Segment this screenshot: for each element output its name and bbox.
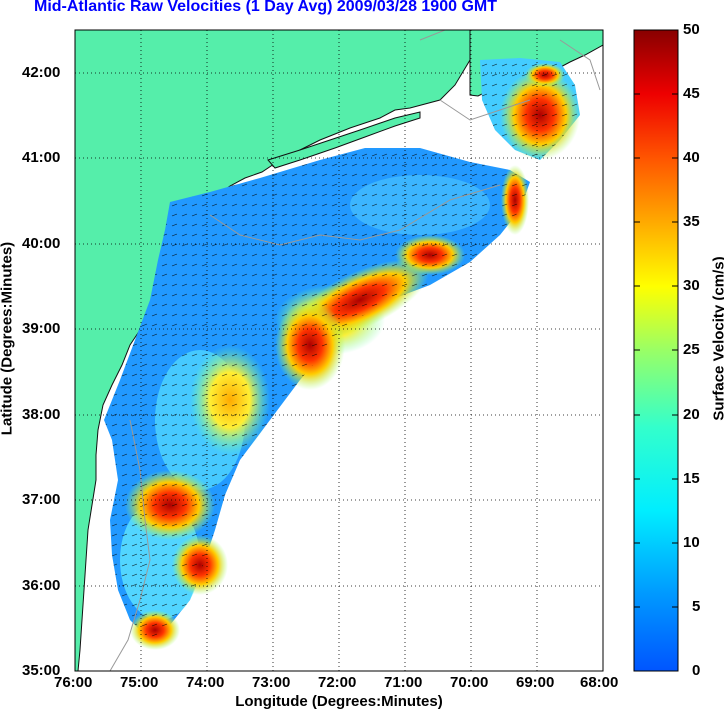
lat-tick-label: 40:00 — [22, 235, 61, 252]
map-title: Mid-Atlantic Raw Velocities (1 Day Avg) … — [34, 0, 497, 15]
colorbar-tick-label: 25 — [683, 341, 700, 358]
colorbar-tick-label: 35 — [683, 213, 700, 230]
lon-tick-label: 68:00 — [580, 674, 619, 691]
long-island — [267, 111, 421, 169]
colorbar-tick-label: 0 — [692, 662, 701, 679]
lat-tick-label: 39:00 — [22, 320, 61, 337]
lon-tick-label: 73:00 — [252, 674, 291, 691]
colorbar-tick-label: 5 — [692, 598, 701, 615]
lat-tick-label: 42:00 — [22, 64, 61, 81]
colorbar-tick-label: 50 — [683, 21, 700, 38]
lat-tick-label: 36:00 — [22, 577, 61, 594]
map-frame — [74, 29, 604, 672]
colorbar-tick-label: 20 — [683, 406, 700, 423]
x-axis-label: Longitude (Degrees:Minutes) — [235, 693, 443, 710]
colorbar — [633, 29, 679, 672]
velocity-arrows — [104, 58, 580, 640]
lon-tick-label: 75:00 — [120, 674, 159, 691]
colorbar-tick-label: 45 — [683, 85, 700, 102]
lat-tick-label: 37:00 — [22, 491, 61, 508]
y-axis-label: Latitude (Degrees:Minutes) — [0, 241, 16, 436]
lon-tick-label: 76:00 — [54, 674, 93, 691]
colorbar-tick-label: 10 — [683, 534, 700, 551]
lat-tick-label: 41:00 — [22, 149, 61, 166]
colorbar-ticks — [634, 93, 678, 608]
colorbar-tick-label: 30 — [683, 277, 700, 294]
bathymetry-contour — [109, 30, 601, 671]
lon-tick-label: 74:00 — [186, 674, 225, 691]
lon-tick-label: 70:00 — [450, 674, 489, 691]
lon-tick-label: 72:00 — [318, 674, 357, 691]
lat-tick-label: 38:00 — [22, 406, 61, 423]
lon-tick-label: 71:00 — [384, 674, 423, 691]
colorbar-tick-label: 15 — [683, 470, 700, 487]
lon-tick-label: 69:00 — [516, 674, 555, 691]
colorbar-tick-label: 40 — [683, 149, 700, 166]
lat-tick-label: 35:00 — [22, 662, 61, 679]
colorbar-label: Surface Velocity (cm/s) — [710, 256, 724, 421]
map-grid — [75, 30, 603, 671]
